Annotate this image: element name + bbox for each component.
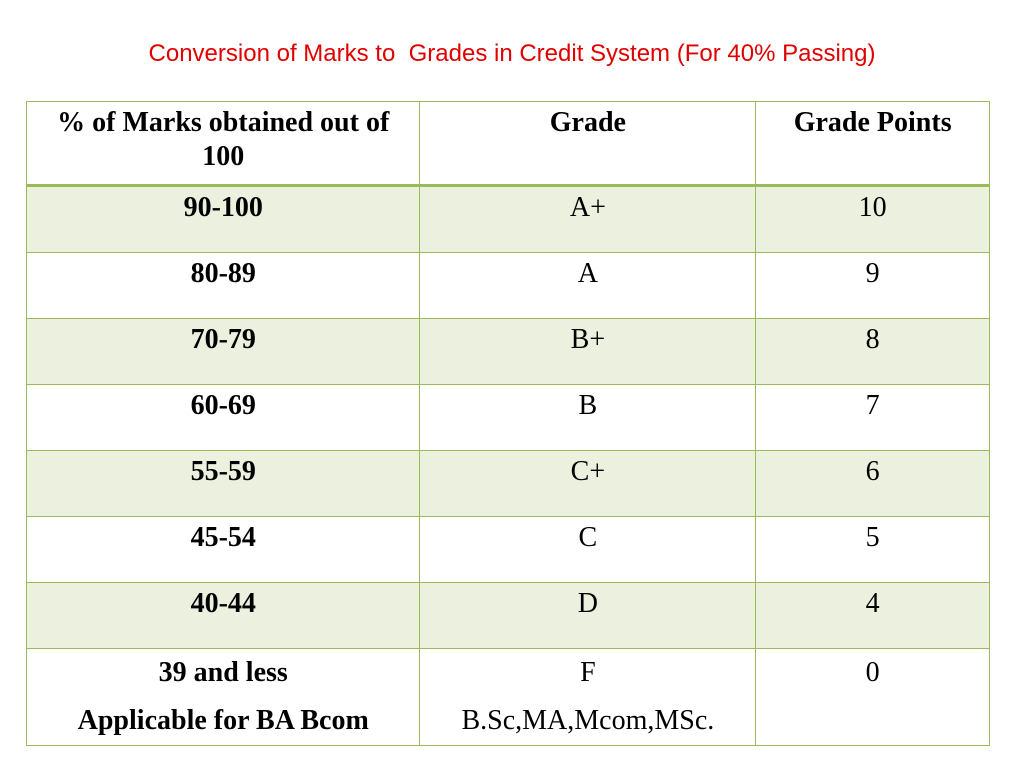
table-row: 40-44 D 4 — [25, 582, 990, 649]
grade-cell: B+ — [419, 318, 757, 385]
grade-cell: A+ — [419, 185, 757, 253]
marks-range-cell: 39 and less Applicable for BA Bcom — [25, 648, 421, 746]
grade-text: F — [580, 657, 596, 688]
grade-points-cell: 5 — [755, 516, 990, 583]
table-row: 39 and less Applicable for BA Bcom F B.S… — [25, 648, 990, 746]
grade-points-cell: 10 — [755, 185, 990, 253]
grade-points-cell: 9 — [755, 252, 990, 319]
programs-note: B.Sc,MA,Mcom,MSc. — [461, 705, 715, 736]
grade-cell: A — [419, 252, 757, 319]
grade-points-cell: 0 — [755, 648, 990, 746]
grade-cell: C+ — [419, 450, 757, 517]
marks-range-cell: 55-59 — [25, 450, 421, 517]
grade-points-cell: 7 — [755, 384, 990, 451]
marks-range-cell: 70-79 — [25, 318, 421, 385]
grade-cell: D — [419, 582, 757, 649]
header-marks: % of Marks obtained out of 100 — [25, 101, 421, 186]
table-row: 80-89 A 9 — [25, 252, 990, 319]
table-row: 55-59 C+ 6 — [25, 450, 990, 517]
marks-range-cell: 80-89 — [25, 252, 421, 319]
marks-range-cell: 60-69 — [25, 384, 421, 451]
header-grade: Grade — [419, 101, 757, 186]
grade-points-cell: 4 — [755, 582, 990, 649]
grade-points-cell: 8 — [755, 318, 990, 385]
grade-cell: F B.Sc,MA,Mcom,MSc. — [419, 648, 757, 746]
table-row: 90-100 A+ 10 — [25, 185, 990, 253]
applicability-note: Applicable for BA Bcom — [77, 705, 369, 736]
marks-range-cell: 45-54 — [25, 516, 421, 583]
grade-cell: B — [419, 384, 757, 451]
table-row: 60-69 B 7 — [25, 384, 990, 451]
grade-conversion-table: % of Marks obtained out of 100 Grade Gra… — [25, 101, 990, 746]
slide-title: Conversion of Marks to Grades in Credit … — [148, 40, 876, 67]
grade-cell: C — [419, 516, 757, 583]
grade-points-cell: 6 — [755, 450, 990, 517]
header-row: % of Marks obtained out of 100 Grade Gra… — [25, 101, 990, 186]
header-grade-points: Grade Points — [755, 101, 990, 186]
marks-range-cell: 40-44 — [25, 582, 421, 649]
marks-range-text: 39 and less — [158, 657, 288, 688]
marks-range-cell: 90-100 — [25, 185, 421, 253]
table-row: 70-79 B+ 8 — [25, 318, 990, 385]
table-row: 45-54 C 5 — [25, 516, 990, 583]
